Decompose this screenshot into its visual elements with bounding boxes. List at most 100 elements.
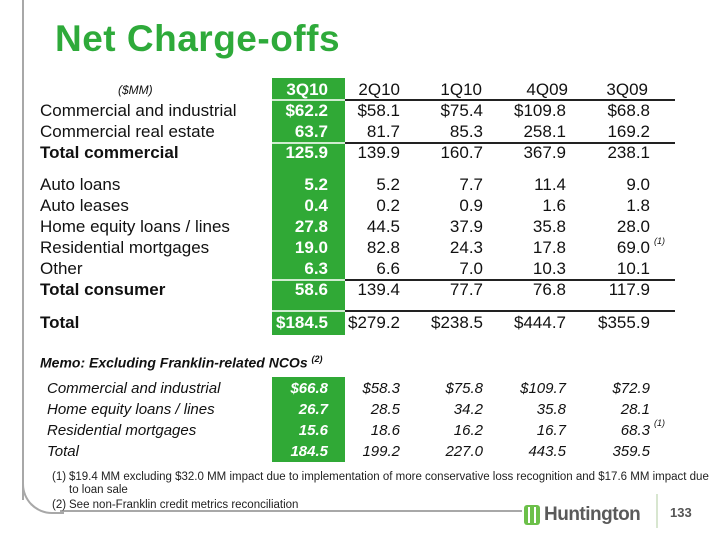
cell-value: 16.7 bbox=[536, 422, 566, 439]
footnote-marker: (1) bbox=[654, 418, 665, 428]
logo-text: Huntington bbox=[544, 504, 641, 525]
cell-value: $72.9 bbox=[612, 380, 650, 397]
memo-heading-text: Memo: Excluding Franklin-related NCOs bbox=[40, 354, 308, 371]
slide-title: Net Charge-offs bbox=[55, 18, 341, 59]
footnote-number: (2) bbox=[52, 499, 67, 511]
footnote-marker: (2) bbox=[311, 354, 323, 364]
cell-value: 443.5 bbox=[528, 443, 566, 460]
cell-value: 28.1 bbox=[620, 401, 650, 418]
cell-value: 44.5 bbox=[366, 217, 400, 236]
row-label: Auto leases bbox=[40, 196, 129, 215]
cell-value: $109.8 bbox=[514, 101, 566, 120]
table-row: Other 6.3 6.6 7.0 10.3 10.1 bbox=[0, 259, 720, 280]
table-row: Auto leases 0.4 0.2 0.9 1.6 1.8 bbox=[0, 196, 720, 217]
cell-value: 0.2 bbox=[376, 196, 400, 215]
frame-border bbox=[60, 510, 522, 512]
row-label: Total bbox=[40, 313, 80, 332]
memo-heading: Memo: Excluding Franklin-related NCOs (2… bbox=[0, 354, 720, 375]
page-number: 133 bbox=[670, 505, 692, 520]
cell-value: 184.5 bbox=[290, 443, 328, 460]
cell-value: 5.2 bbox=[304, 175, 328, 194]
table-row: Total consumer 58.6 139.4 77.7 76.8 117.9 bbox=[0, 280, 720, 301]
cell-value: 0.9 bbox=[459, 196, 483, 215]
column-header: 4Q09 bbox=[526, 80, 568, 99]
cell-value: 85.3 bbox=[449, 122, 483, 141]
cell-value: 82.8 bbox=[366, 238, 400, 257]
cell-value: 18.6 bbox=[370, 422, 400, 439]
frame-border bbox=[22, 0, 24, 500]
footnote-text: $19.4 MM excluding $32.0 MM impact due t… bbox=[69, 471, 709, 496]
cell-value: 169.2 bbox=[607, 122, 650, 141]
cell-value: $68.8 bbox=[607, 101, 650, 120]
row-label: Residential mortgages bbox=[40, 238, 210, 257]
table-header: ($MM) 3Q10 2Q10 1Q10 4Q09 3Q09 bbox=[0, 80, 720, 101]
cell-value: 58.6 bbox=[294, 280, 328, 299]
cell-value: $75.4 bbox=[440, 101, 483, 120]
units-label: ($MM) bbox=[118, 83, 153, 97]
divider bbox=[272, 310, 345, 312]
cell-value: 35.8 bbox=[532, 217, 566, 236]
cell-value: 258.1 bbox=[523, 122, 566, 141]
footnote-marker: (1) bbox=[654, 236, 665, 246]
row-label: Other bbox=[40, 259, 83, 278]
row-label: Auto loans bbox=[40, 175, 121, 194]
cell-value: 359.5 bbox=[612, 443, 650, 460]
footnote-text: See non-Franklin credit metrics reconcil… bbox=[69, 499, 299, 511]
table-row: Auto loans 5.2 5.2 7.7 11.4 9.0 bbox=[0, 175, 720, 196]
divider bbox=[656, 494, 658, 528]
cell-value: 27.8 bbox=[294, 217, 328, 236]
highlight-column bbox=[272, 78, 345, 335]
cell-value: 7.0 bbox=[459, 259, 483, 278]
cell-value: 1.8 bbox=[626, 196, 650, 215]
huntington-logo: Huntington bbox=[524, 504, 641, 526]
table-row: Home equity loans / lines 27.8 44.5 37.9 35.… bbox=[0, 217, 720, 238]
cell-value: 17.8 bbox=[532, 238, 566, 257]
column-header: 2Q10 bbox=[358, 80, 400, 99]
memo-row: Commercial and industrial $66.8 $58.3 $75.8… bbox=[0, 380, 720, 401]
cell-value: 5.2 bbox=[376, 175, 400, 194]
memo-row: Home equity loans / lines 26.7 28.5 34.2 35.… bbox=[0, 401, 720, 422]
cell-value: 227.0 bbox=[445, 443, 483, 460]
column-header: 3Q10 bbox=[286, 80, 328, 99]
cell-value: 34.2 bbox=[453, 401, 483, 418]
cell-value: 63.7 bbox=[294, 122, 328, 141]
cell-value: 15.6 bbox=[298, 422, 328, 439]
cell-value: 81.7 bbox=[366, 122, 400, 141]
cell-value: 139.9 bbox=[357, 143, 400, 162]
divider bbox=[345, 310, 675, 312]
cell-value: 1.6 bbox=[542, 196, 566, 215]
divider bbox=[272, 99, 345, 101]
cell-value: 367.9 bbox=[523, 143, 566, 162]
cell-value: 69.0 bbox=[616, 238, 650, 257]
divider bbox=[345, 279, 675, 281]
row-label: Total consumer bbox=[40, 280, 166, 299]
table-row: Residential mortgages 19.0 82.8 24.3 17.8 69.… bbox=[0, 236, 720, 259]
cell-value: 68.3 bbox=[620, 422, 650, 439]
cell-value: 238.1 bbox=[607, 143, 650, 162]
column-header: 3Q09 bbox=[606, 80, 648, 99]
cell-value: 117.9 bbox=[608, 280, 650, 299]
cell-value: 199.2 bbox=[362, 443, 400, 460]
cell-value: 9.0 bbox=[626, 175, 650, 194]
row-label: Home equity loans / lines bbox=[40, 217, 230, 236]
cell-value: 26.7 bbox=[298, 401, 328, 418]
row-label: Commercial and industrial bbox=[40, 101, 237, 120]
cell-value: 16.2 bbox=[453, 422, 483, 439]
row-label: Residential mortgages bbox=[47, 422, 197, 439]
memo-row: Total 184.5 199.2 227.0 443.5 359.5 bbox=[0, 443, 720, 464]
row-label: Commercial and industrial bbox=[47, 380, 221, 397]
cell-value: $58.3 bbox=[362, 380, 400, 397]
cell-value: $109.7 bbox=[520, 380, 566, 397]
table-row: Total commercial 125.9 139.9 160.7 367.9 238.… bbox=[0, 143, 720, 164]
cell-value: $75.8 bbox=[445, 380, 483, 397]
table-row: Total $184.5 $279.2 $238.5 $444.7 $355.9 bbox=[0, 313, 720, 334]
cell-value: $58.1 bbox=[357, 101, 400, 120]
cell-value: 160.7 bbox=[440, 143, 483, 162]
cell-value: 11.4 bbox=[534, 175, 566, 194]
table-row: Commercial real estate 63.7 81.7 85.3 258.1 1… bbox=[0, 122, 720, 143]
cell-value: $444.7 bbox=[514, 313, 566, 332]
row-label: Total commercial bbox=[40, 143, 179, 162]
cell-value: $66.8 bbox=[290, 380, 328, 397]
footnote-number: (1) bbox=[52, 471, 67, 483]
